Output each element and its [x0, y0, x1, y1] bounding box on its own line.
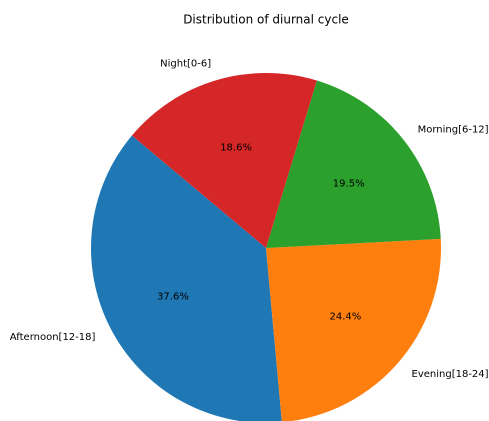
value-label: 19.5%: [333, 178, 365, 189]
slice-label: Afternoon[12-18]: [10, 332, 96, 343]
value-label: 24.4%: [329, 312, 361, 323]
slice-label: Morning[6-12]: [418, 124, 489, 135]
value-label: 18.6%: [220, 142, 252, 153]
chart-title: Distribution of diurnal cycle: [183, 13, 349, 27]
pie-slice: [91, 135, 282, 421]
pie-slice: [266, 80, 441, 248]
slice-label: Evening[18-24]: [412, 369, 489, 380]
pie-slice: [131, 72, 317, 249]
pie-slice: [266, 238, 441, 421]
value-label: 37.6%: [157, 292, 189, 303]
slice-label: Night[0-6]: [160, 58, 211, 69]
